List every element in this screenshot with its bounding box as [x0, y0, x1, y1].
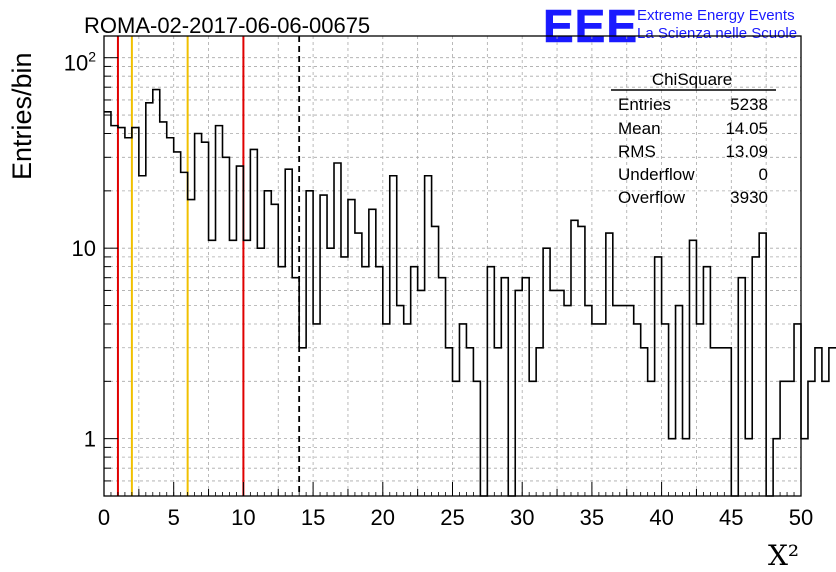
stats-value-rms: 13.09	[725, 142, 768, 161]
y-tick-label: 10	[72, 236, 96, 261]
x-tick-label: 20	[371, 505, 395, 530]
stats-value-overflow: 3930	[730, 188, 768, 207]
x-tick-label: 45	[719, 505, 743, 530]
threshold-lines	[116, 36, 301, 496]
logo-line-2: La Scienza nelle Scuole	[637, 25, 797, 42]
stats-value-underflow: 0	[759, 165, 768, 184]
x-tick-label: 30	[510, 505, 534, 530]
y-tick-label: 102	[64, 49, 96, 76]
stats-label-overflow: Overflow	[618, 188, 686, 207]
stats-title: ChiSquare	[652, 70, 732, 89]
x-tick-label: 40	[649, 505, 673, 530]
x-tick-label: 5	[168, 505, 180, 530]
stats-label-entries: Entries	[618, 95, 671, 114]
chart-title: ROMA-02-2017-06-06-00675	[84, 13, 370, 38]
stats-value-mean: 14.05	[725, 119, 768, 138]
x-tick-label: 15	[301, 505, 325, 530]
x-tick-label: 35	[580, 505, 604, 530]
x-tick-label: 25	[440, 505, 464, 530]
plot-frame	[103, 35, 802, 497]
y-tick-label: 1	[84, 427, 96, 452]
eee-logo: EEE	[543, 0, 638, 52]
logo-line-1: Extreme Energy Events	[637, 7, 795, 24]
stats-label-mean: Mean	[618, 119, 661, 138]
x-axis-label: X²	[768, 539, 799, 572]
x-tick-label: 10	[231, 505, 255, 530]
stats-label-rms: RMS	[618, 142, 656, 161]
axis-ticks: 0 5 10 15 20 25 30 35 40 45 50 1 10 102	[64, 49, 814, 530]
y-axis-label: Entries/bin	[7, 52, 37, 180]
stats-box: ChiSquare Entries 5238 Mean 14.05 RMS 13…	[611, 70, 776, 207]
stats-label-underflow: Underflow	[618, 165, 695, 184]
x-tick-label: 50	[789, 505, 813, 530]
stats-value-entries: 5238	[730, 95, 768, 114]
x-tick-label: 0	[98, 505, 110, 530]
